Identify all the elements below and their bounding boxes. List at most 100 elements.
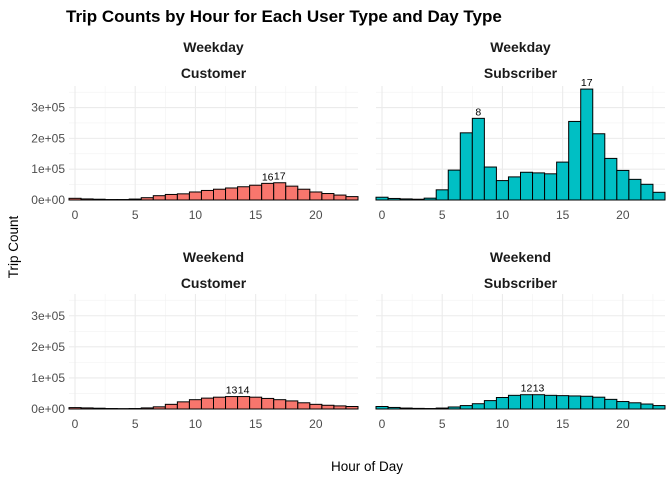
- bar-hour-20: [616, 169, 630, 201]
- peak-label: 12: [521, 383, 533, 395]
- x-tick-label: 0: [72, 417, 79, 431]
- bar-hour-23: [345, 196, 359, 201]
- x-tick-label: 0: [72, 208, 79, 222]
- bar-hour-10: [495, 180, 509, 201]
- y-tick-label: 1e+05: [31, 371, 65, 385]
- strip-label: Weekday: [490, 39, 551, 55]
- bar-hour-14: [237, 186, 251, 201]
- bar-hour-7: [459, 132, 473, 201]
- peak-label: 14: [238, 385, 250, 397]
- y-axis-title: Trip Count: [6, 215, 21, 278]
- bar-hour-6: [447, 169, 461, 201]
- bar-hour-7: [459, 405, 473, 410]
- bar-hour-10: [188, 191, 202, 201]
- bar-hour-12: [520, 394, 534, 410]
- bar-hour-9: [176, 401, 190, 410]
- bar-hour-1: [387, 406, 401, 410]
- bar-hour-20: [309, 191, 323, 201]
- bar-hour-21: [628, 178, 642, 201]
- bar-hour-6: [140, 197, 154, 201]
- x-axis-title: Hour of Day: [331, 459, 403, 474]
- panel-weekend-customer: Weekend Customer 13 14 0 5 10 15 20 0e+00 1e+05 2e+…: [31, 249, 359, 431]
- bar-hour-13: [225, 187, 239, 201]
- bar-hour-21: [321, 193, 335, 201]
- bar-hour-13: [532, 394, 546, 410]
- bar-hour-12: [213, 396, 227, 410]
- x-tick-label: 20: [309, 417, 323, 431]
- bar-hour-16: [261, 182, 275, 201]
- bar-hour-9: [176, 193, 190, 201]
- x-tick-label: 5: [132, 208, 139, 222]
- bar-hour-2: [399, 407, 413, 410]
- panel-weekday-customer: Weekday Customer 16 17 0 5 10 15 20 0e+00 1e+05 2e+…: [31, 39, 359, 222]
- bar-hour-22: [333, 194, 347, 201]
- y-tick-label: 3e+05: [31, 101, 65, 115]
- bar-hour-4: [423, 197, 437, 201]
- bar-hour-18: [285, 400, 299, 410]
- bar-hour-3: [411, 407, 425, 410]
- bar-hour-2: [92, 198, 106, 201]
- bar-hour-11: [200, 397, 214, 410]
- y-tick-label: 0e+00: [31, 193, 65, 207]
- bar-hour-16: [568, 120, 582, 201]
- bar-hour-19: [604, 157, 618, 201]
- bar-hour-11: [507, 394, 522, 410]
- bar-hour-19: [297, 188, 311, 201]
- bar-hour-10: [495, 397, 509, 410]
- bar-hour-14: [544, 394, 558, 410]
- x-tick-label: 15: [249, 417, 263, 431]
- strip-label: Customer: [181, 275, 247, 291]
- panel-weekend-subscriber: Weekend Subscriber 12 13 0 5 10 15 20: [375, 249, 666, 431]
- bar-hour-18: [592, 133, 606, 201]
- bar-hour-16: [261, 397, 275, 410]
- bar-hour-12: [213, 188, 227, 201]
- bar-hour-19: [297, 402, 311, 410]
- bar-hour-0: [68, 407, 82, 410]
- bar-hour-5: [435, 189, 449, 201]
- peak-label: 8: [475, 106, 481, 118]
- bar-hour-2: [92, 407, 106, 410]
- bar-hour-17: [580, 88, 594, 201]
- bar-hour-22: [333, 405, 347, 410]
- bar-hour-18: [285, 185, 299, 201]
- bar-hour-5: [128, 198, 142, 201]
- x-tick-label: 20: [309, 208, 323, 222]
- bar-hour-16: [568, 395, 582, 410]
- x-tick-label: 20: [616, 208, 630, 222]
- bar-hour-21: [321, 404, 335, 410]
- strip-label: Weekend: [490, 249, 551, 265]
- bar-hour-15: [556, 395, 570, 410]
- bar-hour-0: [68, 197, 82, 201]
- bar-hour-0: [375, 406, 389, 410]
- x-tick-label: 15: [556, 208, 570, 222]
- bar-hour-18: [592, 396, 606, 410]
- peak-label: 17: [581, 77, 593, 89]
- x-tick-label: 10: [496, 417, 510, 431]
- bar-hour-11: [200, 189, 214, 201]
- strip-label: Subscriber: [484, 65, 558, 81]
- bar-hour-13: [532, 172, 546, 201]
- bar-hour-17: [273, 399, 287, 410]
- x-tick-label: 10: [189, 417, 203, 431]
- peak-label: 16: [262, 171, 274, 183]
- bar-hour-9: [483, 166, 497, 201]
- x-tick-label: 15: [556, 417, 570, 431]
- bar-hour-10: [188, 399, 202, 410]
- bar-hour-8: [164, 403, 178, 410]
- bar-hour-8: [471, 403, 485, 410]
- bar-hour-6: [447, 406, 461, 410]
- x-tick-label: 15: [249, 208, 263, 222]
- strip-label: Weekday: [183, 39, 244, 55]
- bar-hour-5: [435, 407, 449, 410]
- peak-label: 13: [226, 385, 238, 397]
- bar-hour-15: [249, 396, 263, 410]
- y-tick-label: 0e+00: [31, 402, 65, 416]
- bar-hour-20: [616, 401, 630, 410]
- strip-label: Customer: [181, 65, 247, 81]
- x-tick-label: 20: [616, 417, 630, 431]
- x-tick-label: 10: [496, 208, 510, 222]
- x-tick-label: 0: [379, 208, 386, 222]
- bar-hour-13: [225, 396, 239, 410]
- x-tick-label: 5: [132, 417, 139, 431]
- bar-hour-8: [471, 117, 485, 201]
